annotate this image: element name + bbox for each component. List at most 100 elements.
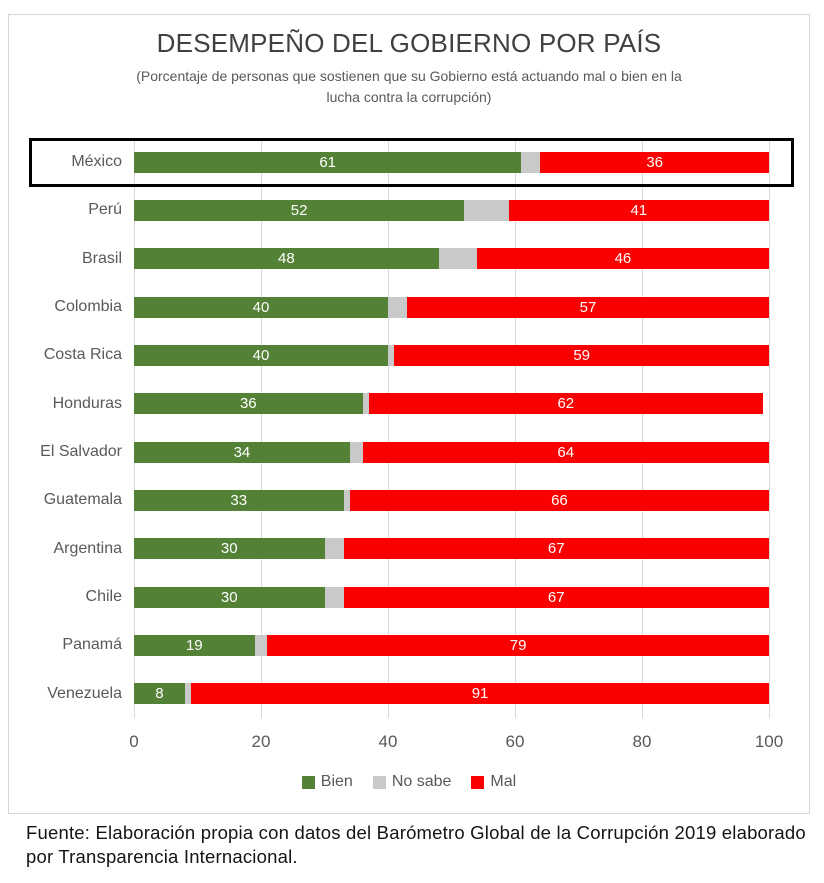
segment-no-sabe [343, 489, 350, 511]
segment-no-sabe [349, 441, 363, 463]
legend-item-no-sabe: No sabe [372, 773, 452, 791]
segment-mal: 67 [343, 538, 769, 560]
chart-row: Colombia 40 57 [9, 283, 809, 331]
category-label: Colombia [54, 298, 122, 316]
segment-bien: 30 [134, 538, 325, 560]
segment-value-label: 61 [319, 153, 337, 171]
segment-mal: 41 [508, 199, 769, 221]
segment-no-sabe [438, 248, 477, 270]
gridline-80 [642, 138, 643, 718]
chart-row: Honduras 36 62 [9, 380, 809, 428]
bar-track: 33 66 [134, 489, 769, 511]
chart-row: Venezuela 8 91 [9, 670, 809, 718]
legend-item-bien: Bien [301, 773, 353, 791]
segment-value-label: 67 [547, 540, 565, 558]
segment-value-label: 62 [557, 395, 575, 413]
chart-row: Brasil 48 46 [9, 235, 809, 283]
segment-value-label: 64 [557, 443, 575, 461]
segment-mal: 64 [362, 441, 769, 463]
gridline-60 [515, 138, 516, 718]
bar-track: 36 62 [134, 393, 769, 415]
segment-no-sabe [324, 586, 344, 608]
legend-item-mal: Mal [471, 773, 516, 791]
segment-value-label: 48 [278, 250, 295, 268]
bar-track: 30 67 [134, 538, 769, 560]
segment-value-label: 41 [630, 201, 648, 219]
chart-subtitle: (Porcentaje de personas que sostienen qu… [136, 68, 682, 105]
segment-mal: 57 [407, 296, 769, 318]
segment-bien: 36 [134, 393, 363, 415]
segment-value-label: 66 [551, 491, 568, 509]
chart-row: Perú 52 41 [9, 186, 809, 234]
legend-swatch-icon [372, 775, 386, 789]
x-tick-label-80: 80 [632, 732, 652, 751]
segment-value-label: 67 [547, 588, 565, 606]
segment-mal: 91 [191, 683, 769, 705]
category-label: Panamá [62, 636, 122, 654]
segment-value-label: 52 [290, 201, 308, 219]
legend-label: No sabe [391, 773, 452, 790]
legend-swatch-icon [301, 775, 315, 789]
segment-value-label: 40 [252, 346, 270, 364]
segment-bien: 52 [134, 199, 465, 221]
segment-mal: 66 [349, 489, 769, 511]
bar-track: 52 41 [134, 199, 769, 221]
chart-title: DESEMPEÑO DEL GOBIERNO POR PAÍS [156, 28, 662, 58]
gridline-0 [134, 138, 135, 718]
x-tick-label-40: 40 [378, 732, 398, 751]
chart-row: Costa Rica 40 59 [9, 331, 809, 379]
bar-track: 34 64 [134, 441, 769, 463]
source-note: Fuente: Elaboración propia con datos del… [26, 822, 806, 868]
segment-no-sabe [254, 634, 268, 656]
bar-track: 8 91 [134, 683, 769, 705]
legend-label: Mal [490, 773, 517, 790]
category-label: Guatemala [43, 491, 122, 509]
segment-no-sabe [184, 683, 192, 705]
segment-mal: 36 [540, 151, 769, 173]
category-label: Argentina [53, 539, 123, 557]
gridline-40 [388, 138, 389, 718]
x-tick-label-0: 0 [129, 732, 139, 751]
legend: Bien No sabe Mal [9, 773, 809, 791]
category-label: Venezuela [47, 684, 122, 702]
chart-row: Guatemala 33 66 [9, 476, 809, 524]
x-tick-label-100: 100 [754, 732, 784, 751]
category-label: Brasil [81, 249, 122, 267]
chart-frame: DESEMPEÑO DEL GOBIERNO POR PAÍS (Porcent… [8, 14, 810, 814]
category-label: Honduras [52, 394, 122, 412]
segment-value-label: 8 [155, 685, 164, 703]
x-axis: 0 20 40 60 80 100 [9, 732, 809, 754]
segment-bien: 34 [134, 441, 350, 463]
segment-value-label: 30 [220, 540, 238, 558]
segment-no-sabe [388, 296, 408, 318]
x-tick-label-60: 60 [505, 732, 525, 751]
segment-mal: 67 [343, 586, 769, 608]
bar-track: 30 67 [134, 586, 769, 608]
segment-bien: 30 [134, 586, 325, 608]
bar-track: 19 79 [134, 634, 769, 656]
segment-value-label: 91 [471, 685, 489, 703]
segment-no-sabe [388, 344, 395, 366]
segment-no-sabe [362, 393, 369, 415]
category-label: Costa Rica [43, 346, 122, 364]
x-tick-label-20: 20 [251, 732, 271, 751]
segment-no-sabe [521, 151, 541, 173]
segment-value-label: 33 [230, 491, 248, 509]
bar-track: 48 46 [134, 248, 769, 270]
gridline-100 [769, 138, 770, 718]
segment-value-label: 79 [509, 636, 527, 654]
chart-row: Argentina 30 67 [9, 525, 809, 573]
bar-track: 40 57 [134, 296, 769, 318]
category-label: Perú [88, 201, 122, 219]
segment-mal: 46 [476, 248, 769, 270]
segment-bien: 33 [134, 489, 344, 511]
segment-value-label: 19 [185, 636, 203, 654]
segment-bien: 48 [134, 248, 439, 270]
segment-value-label: 36 [239, 395, 257, 413]
segment-mal: 59 [394, 344, 769, 366]
segment-mal: 79 [267, 634, 769, 656]
bar-track: 61 36 [134, 151, 769, 173]
segment-bien: 40 [134, 296, 388, 318]
segment-bien: 19 [134, 634, 255, 656]
